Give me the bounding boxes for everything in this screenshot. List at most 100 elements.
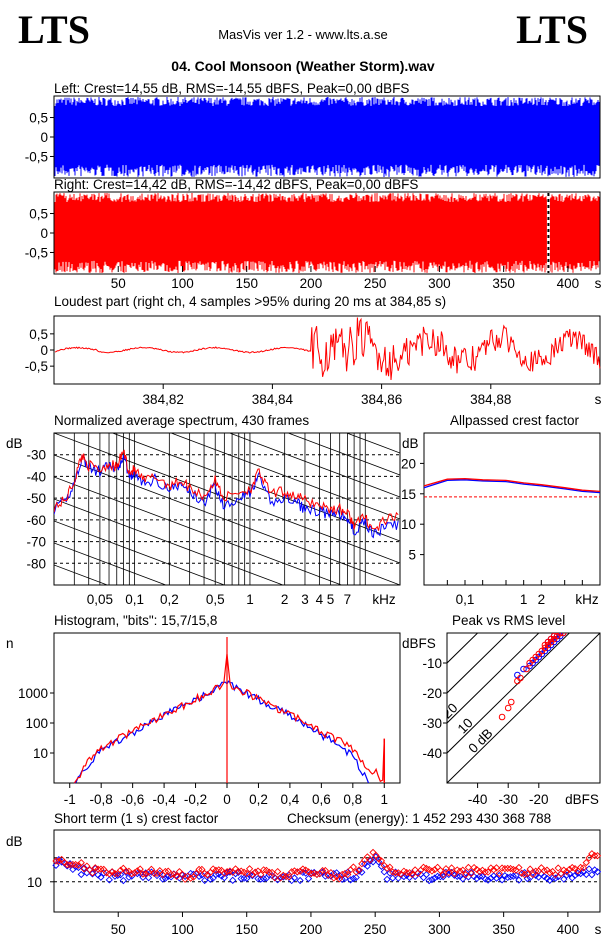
short-term-crest-point-left — [259, 875, 268, 883]
short-term-crest-point-left — [119, 876, 127, 885]
crest-allpass-xtick-label: 1 — [520, 592, 528, 607]
short-term-crest-point-right — [192, 869, 200, 878]
short-term-crest-point-right — [335, 875, 344, 883]
spectrum-series-left — [54, 454, 399, 539]
short-term-crest-point-right — [591, 851, 599, 860]
short-term-crest-point-right — [447, 864, 456, 872]
short-term-crest-point-right — [77, 859, 85, 867]
short-term-crest-point-left — [557, 869, 565, 878]
short-term-crest-point-right — [52, 857, 60, 865]
short-term-crest-point-right — [428, 867, 436, 875]
peak-rms-point-right — [556, 633, 564, 637]
loudest-part-trace — [54, 317, 601, 381]
short-term-crest-point-right — [69, 860, 77, 869]
short-term-crest-point-right — [484, 868, 492, 876]
short-term-crest-point-left — [565, 870, 574, 878]
short-term-crest-point-left — [363, 862, 372, 870]
left-channel-ytick-label: -0,5 — [25, 149, 48, 164]
histogram-xtick-label: 0,2 — [249, 792, 268, 807]
short-term-crest-point-left — [560, 875, 568, 883]
peak-rms-point-right — [517, 674, 524, 682]
short-term-crest-point-left — [358, 868, 366, 876]
short-term-crest-point-right — [296, 867, 304, 875]
short-term-crest-point-left — [380, 868, 388, 876]
right-channel-xunit: s — [595, 276, 602, 291]
short-term-crest-point-right — [419, 863, 428, 871]
short-term-crest-point-left — [588, 871, 596, 879]
short-term-crest-point-right — [436, 866, 445, 875]
short-term-crest-point-left — [433, 872, 442, 880]
short-term-crest-point-left — [523, 874, 531, 883]
histogram-title: Histogram, "bits": 15,7/15,8 — [54, 613, 218, 628]
short-term-crest-point-left — [189, 870, 198, 878]
peak-rms-xunit: dBFS — [565, 792, 599, 807]
histogram-xtick-label: 0 — [223, 792, 231, 807]
short-term-crest-point-right — [307, 869, 315, 878]
short-term-crest-point-left — [389, 874, 397, 882]
right-channel-xtick-label: 150 — [235, 276, 258, 291]
short-term-crest-point-left — [476, 872, 484, 881]
short-term-crest-point-left — [459, 875, 467, 883]
short-term-crest-point-right — [330, 874, 338, 882]
left-channel-title: Left: Crest=14,55 dB, RMS=-14,55 dBFS, P… — [54, 81, 410, 96]
short-term-crest-point-right — [136, 865, 144, 873]
short-term-crest-xtick-label: 300 — [428, 922, 451, 937]
left-channel-trace — [54, 97, 600, 177]
short-term-crest-point-right — [167, 870, 175, 879]
short-term-crest-point-right — [130, 869, 139, 877]
short-term-crest-point-right — [97, 865, 105, 873]
histogram-series-right — [73, 653, 385, 784]
peak-rms-ytick-label: -30 — [422, 716, 442, 731]
short-term-crest-point-right — [445, 869, 453, 877]
peak-rms-crest-label: 10 — [455, 715, 476, 736]
loudest-part-xunit: s — [595, 392, 602, 407]
short-term-crest-point-left — [240, 874, 248, 882]
short-term-crest-point-right — [282, 872, 290, 881]
short-term-crest-point-left — [206, 875, 214, 883]
short-term-crest-point-right — [128, 870, 136, 878]
peak-rms-point-right — [523, 665, 530, 673]
loudest-part-xtick-label: 384,82 — [143, 392, 184, 407]
spectrum-diagonal — [54, 520, 226, 585]
spectrum-ytick-label: -30 — [26, 448, 46, 463]
peak-rms-point-right — [498, 713, 506, 721]
short-term-crest-point-right — [532, 867, 540, 875]
short-term-crest-point-left — [369, 858, 377, 866]
spectrum-xtick-label: 4 — [316, 592, 324, 607]
short-term-crest-point-right — [265, 868, 273, 876]
peak-rms-point-left — [520, 665, 527, 673]
short-term-crest-point-right — [366, 856, 374, 864]
short-term-crest-point-right — [548, 867, 557, 876]
short-term-crest-point-left — [383, 875, 391, 883]
short-term-crest-point-left — [422, 870, 430, 879]
short-term-crest-point-right — [248, 870, 257, 879]
short-term-crest-point-left — [498, 876, 506, 884]
short-term-crest-point-right — [588, 850, 596, 858]
crest-allpass-xunit: kHz — [575, 592, 598, 607]
peak-rms-crest-line — [447, 633, 509, 694]
short-term-crest-point-right — [585, 854, 593, 862]
crest-allpass-ylabel: dB — [402, 436, 419, 451]
short-term-crest-point-left — [237, 874, 245, 883]
short-term-crest-point-right — [355, 866, 363, 874]
short-term-crest-point-right — [55, 857, 63, 865]
short-term-crest-point-left — [386, 869, 394, 877]
histogram-xtick-label: 1 — [381, 792, 389, 807]
short-term-crest-point-right — [523, 870, 531, 878]
right-channel-xtick-label: 250 — [364, 276, 387, 291]
crest-allpass-series-right — [423, 477, 601, 493]
histogram-xtick-label: -0,4 — [152, 792, 176, 807]
short-term-crest-point-left — [181, 872, 189, 880]
crest-allpass-series-left — [423, 479, 601, 494]
right-channel-xtick-label: 350 — [492, 276, 515, 291]
peak-rms-ytick-label: -20 — [422, 686, 442, 701]
spectrum-ytick-label: -60 — [26, 513, 46, 528]
short-term-crest-point-right — [116, 866, 125, 874]
spectrum-diagonal — [54, 279, 400, 409]
short-term-crest-point-right — [554, 864, 562, 872]
spectrum-diagonal — [54, 301, 400, 431]
short-term-crest-point-right — [234, 867, 243, 876]
short-term-crest-point-right — [212, 866, 220, 874]
spectrum-xunit: kHz — [372, 592, 395, 607]
